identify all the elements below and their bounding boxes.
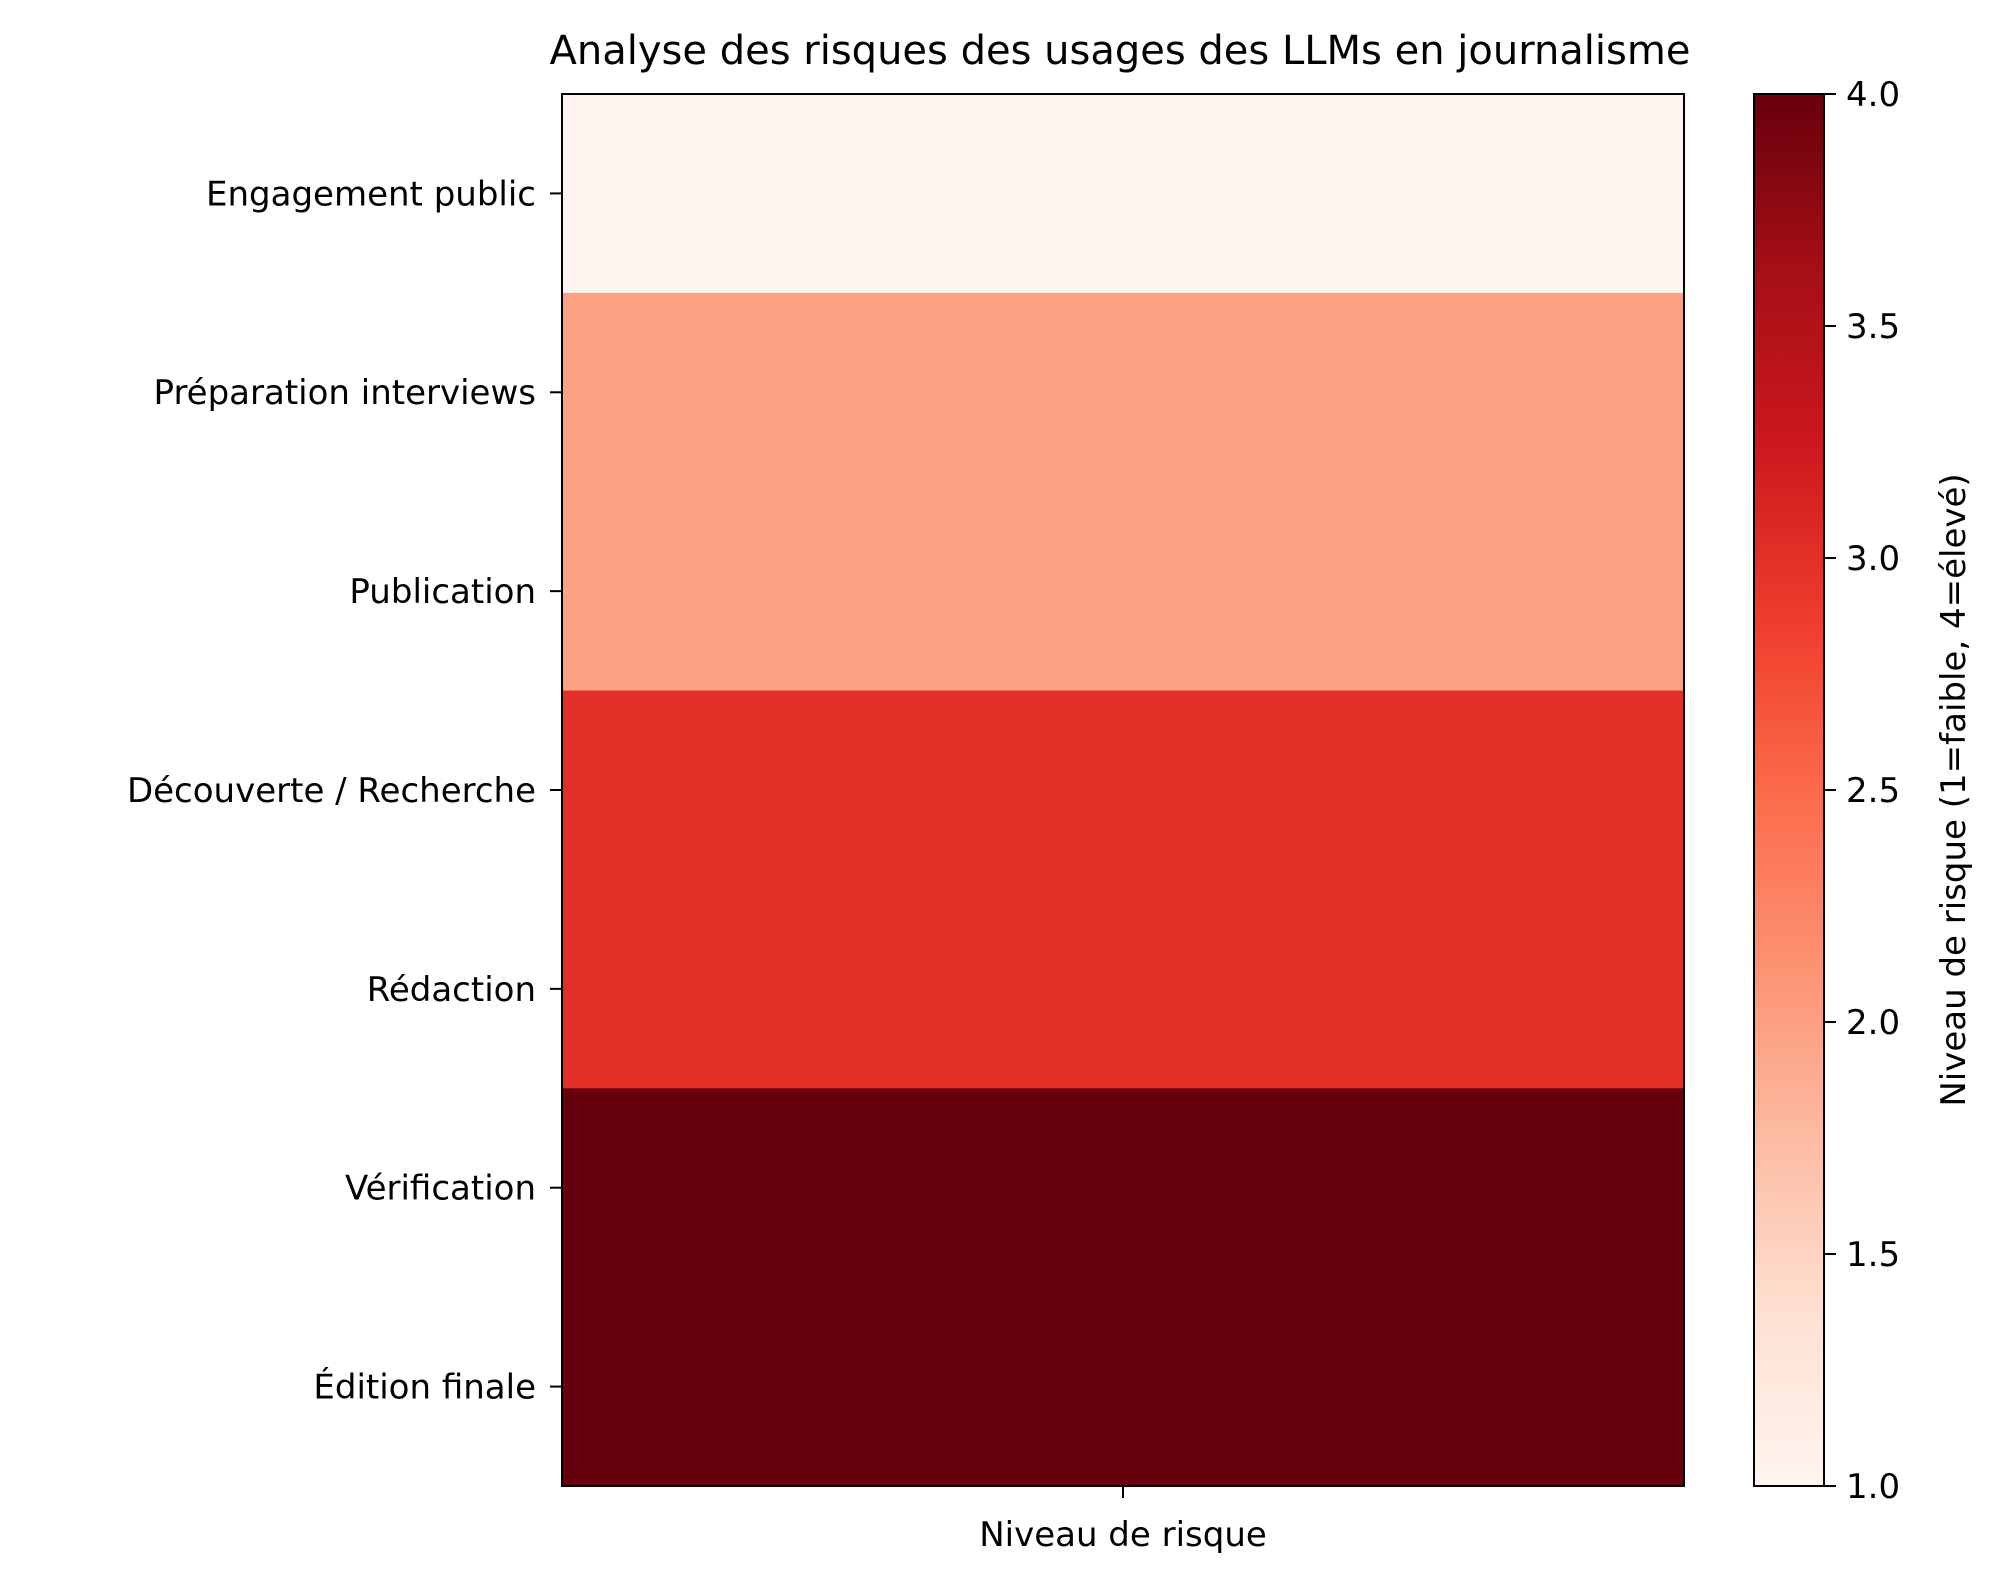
y-tick-label: Préparation interviews bbox=[154, 373, 536, 413]
y-axis-ticks: Engagement public Préparation interviews P… bbox=[127, 174, 562, 1407]
heatmap-cell bbox=[562, 94, 1684, 294]
heatmap-cell bbox=[562, 889, 1684, 1089]
heatmap-cell bbox=[562, 690, 1684, 890]
colorbar-tick-label: 4.0 bbox=[1846, 75, 1900, 115]
heatmap-cell bbox=[562, 1287, 1684, 1487]
heatmap-cells bbox=[562, 94, 1684, 1487]
chart-title: Analyse des risques des usages des LLMs … bbox=[550, 28, 1691, 74]
y-tick-label: Engagement public bbox=[206, 174, 536, 214]
x-tick-label: Niveau de risque bbox=[979, 1515, 1267, 1555]
colorbar-label: Niveau de risque (1=faible, 4=élevé) bbox=[1934, 473, 1974, 1106]
y-tick-label: Découverte / Recherche bbox=[127, 771, 536, 811]
heatmap-cell bbox=[562, 292, 1684, 493]
colorbar-tick-label: 1.5 bbox=[1846, 1235, 1900, 1275]
colorbar-tick-label: 3.0 bbox=[1846, 539, 1900, 579]
colorbar-tick-label: 3.5 bbox=[1846, 307, 1900, 347]
colorbar-tick-label: 2.5 bbox=[1846, 771, 1900, 811]
y-tick-label: Rédaction bbox=[367, 970, 536, 1010]
heatmap-cell bbox=[562, 1088, 1684, 1288]
y-tick-label: Publication bbox=[349, 572, 536, 612]
colorbar-ticks: 1.0 1.5 2.0 2.5 3.0 3.5 4.0 bbox=[1824, 75, 1900, 1507]
colorbar-tick-label: 1.0 bbox=[1846, 1467, 1900, 1507]
y-tick-label: Édition finale bbox=[313, 1366, 536, 1407]
colorbar bbox=[1753, 93, 1825, 1487]
colorbar-tick-label: 2.0 bbox=[1846, 1003, 1900, 1043]
y-tick-label: Vérification bbox=[345, 1169, 536, 1209]
heatmap-cell bbox=[562, 491, 1684, 692]
